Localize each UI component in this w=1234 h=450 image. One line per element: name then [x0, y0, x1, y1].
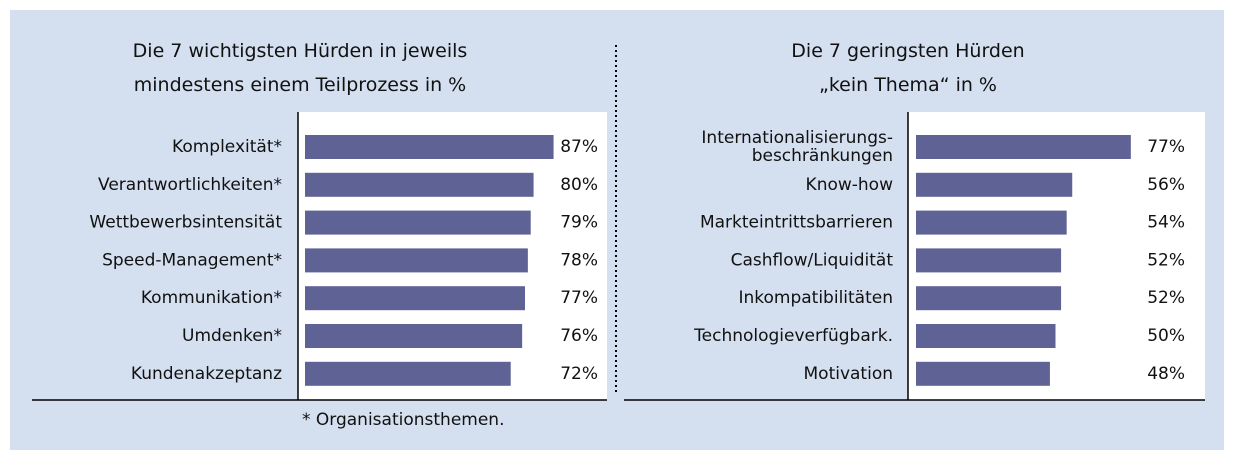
- value-label: 52%: [1147, 288, 1185, 308]
- value-label: 77%: [1147, 137, 1185, 157]
- bar: [305, 361, 511, 386]
- chart-title: Die 7 wichtigsten Hürden in jeweils minde…: [133, 40, 468, 96]
- value-label: 50%: [1147, 326, 1185, 346]
- category-label: Verantwortlichkeiten*: [98, 175, 282, 195]
- value-label: 78%: [560, 250, 598, 270]
- category-label: Know-how: [806, 175, 894, 195]
- bar: [305, 248, 528, 273]
- category-label: Technologieverfügbark.: [693, 326, 893, 346]
- category-label: Komplexität*: [172, 137, 282, 157]
- footnote: * Organisationsthemen.: [302, 410, 504, 430]
- bar: [916, 324, 1056, 348]
- bar: [916, 135, 1131, 159]
- value-label: 79%: [560, 213, 598, 233]
- bar: [916, 361, 1050, 386]
- category-label: Markteintrittsbarrieren: [700, 213, 893, 233]
- category-label: Internationalisierungs-beschränkungen: [701, 128, 893, 166]
- bar: [305, 135, 554, 159]
- chart-title: Die 7 geringsten Hürden „kein Thema“ in %: [791, 40, 1024, 96]
- category-label: Cashflow/Liquidität: [731, 250, 894, 270]
- bar: [916, 210, 1067, 235]
- category-label: Umdenken*: [182, 326, 282, 346]
- value-label: 48%: [1147, 364, 1185, 384]
- bar: [916, 248, 1062, 273]
- bar: [916, 286, 1062, 311]
- bar: [305, 324, 523, 348]
- value-label: 76%: [560, 326, 598, 346]
- category-label: Kundenakzeptanz: [131, 364, 282, 384]
- value-label: 72%: [560, 364, 598, 384]
- value-label: 87%: [560, 137, 598, 157]
- category-label: Motivation: [804, 364, 894, 384]
- value-label: 54%: [1147, 213, 1185, 233]
- category-label: Wettbewerbsintensität: [89, 213, 282, 233]
- category-label: Kommunikation*: [141, 288, 282, 308]
- value-label: 77%: [560, 288, 598, 308]
- value-label: 52%: [1147, 250, 1185, 270]
- value-label: 80%: [560, 175, 598, 195]
- bar: [305, 172, 534, 197]
- category-label: Speed-Management*: [102, 250, 282, 270]
- bar: [305, 210, 531, 235]
- bar: [916, 172, 1073, 197]
- bar: [305, 286, 525, 311]
- value-label: 56%: [1147, 175, 1185, 195]
- category-label: Inkompatibilitäten: [738, 288, 893, 308]
